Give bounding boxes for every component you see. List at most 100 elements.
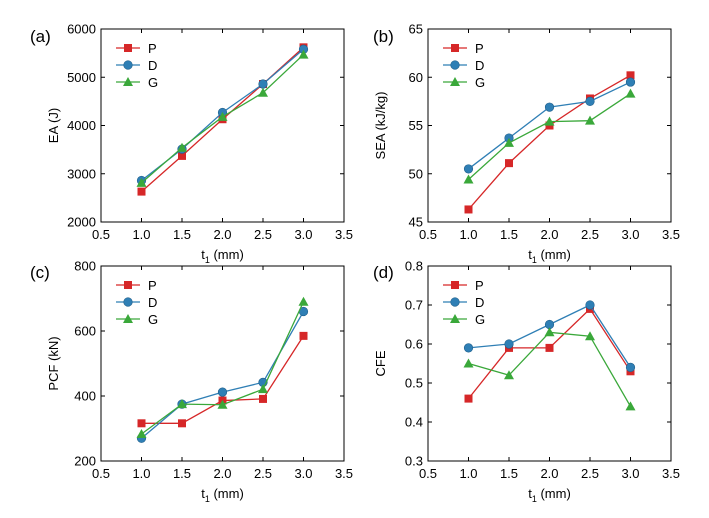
x-tick-label: 1.5 <box>500 227 518 242</box>
x-tick-label: 2.5 <box>254 227 272 242</box>
legend-marker-D <box>123 297 133 307</box>
data-point-G <box>504 137 514 147</box>
data-point-G <box>258 87 268 97</box>
series-line-G <box>468 331 632 407</box>
x-tick-label: 3.5 <box>662 227 680 242</box>
x-tick-label: 2.0 <box>213 466 231 481</box>
x-tick-label: 1.0 <box>459 466 477 481</box>
data-point-G <box>504 370 514 380</box>
x-axis-label: t1 (mm) <box>528 486 571 504</box>
x-tick-label: 0.5 <box>92 466 110 481</box>
x-tick-label: 3.5 <box>335 466 353 481</box>
x-tick-label: 1.0 <box>459 227 477 242</box>
y-tick-label: 50 <box>409 166 423 181</box>
y-axis-label: SEA (kJ/kg) <box>373 92 388 160</box>
data-point-G <box>544 327 555 337</box>
chart-panel-3: (d) 0.5 1.0 1.5 2.0 2.5 3.0 3.5 0.3 0.4 0.5 0.6 0.7 0… <box>373 259 680 505</box>
legend-marker-D <box>123 60 133 70</box>
plot-frame <box>100 265 345 462</box>
data-point-G <box>463 174 474 184</box>
data-point-D <box>217 387 228 397</box>
legend-label-G: G <box>475 75 485 90</box>
data-point-G <box>585 115 595 125</box>
y-tick-label: 3000 <box>67 166 96 181</box>
legend-label-P: P <box>148 41 157 56</box>
legend-label-D: D <box>475 58 484 73</box>
x-tick-label: 0.5 <box>92 227 110 242</box>
x-axis-label-subscript: 1 <box>532 255 537 265</box>
plot-frame <box>427 265 672 462</box>
legend-marker-D <box>450 297 460 307</box>
legend-label-G: G <box>148 75 158 90</box>
data-point-G <box>136 429 147 439</box>
legend-marker-P <box>124 281 132 289</box>
x-axis-label-subscript: 1 <box>205 494 210 504</box>
legend-label-D: D <box>475 295 484 310</box>
y-tick-label: 0.4 <box>405 415 423 430</box>
x-tick-label: 1.5 <box>173 227 191 242</box>
x-tick-label: 3.0 <box>621 227 639 242</box>
y-axis-label: CFE <box>373 350 388 376</box>
chart-panel-0: (a) 0.5 1.0 1.5 2.0 2.5 3.0 3.5 2000 3000 4000 5000… <box>30 22 353 266</box>
x-tick-label: 1.0 <box>132 466 150 481</box>
y-tick-label: 200 <box>74 454 96 469</box>
x-tick-label: 3.0 <box>621 466 639 481</box>
legend-label-D: D <box>148 295 157 310</box>
legend: PDG <box>116 278 158 327</box>
data-point-G <box>585 331 595 341</box>
data-point-G <box>217 111 228 121</box>
y-tick-label: 0.7 <box>405 298 423 313</box>
data-point-D <box>544 102 555 112</box>
data-point-G <box>258 384 268 394</box>
x-axis-label-unit: (mm) <box>537 486 571 501</box>
x-tick-label: 0.5 <box>419 227 437 242</box>
x-axis-label-main: t <box>528 247 532 262</box>
legend-marker-P <box>451 281 459 289</box>
y-tick-label: 6000 <box>67 22 96 37</box>
x-tick-label: 1.0 <box>132 227 150 242</box>
chart-panel-2: (c) 0.5 1.0 1.5 2.0 2.5 3.0 3.5 200 400 600 800 t1 (… <box>30 259 353 505</box>
x-tick-label: 2.5 <box>581 466 599 481</box>
data-point-G <box>544 116 555 126</box>
y-tick-label: 800 <box>74 259 96 274</box>
legend: PDG <box>443 278 485 327</box>
x-tick-label: 2.0 <box>540 466 558 481</box>
y-tick-label: 55 <box>409 118 423 133</box>
y-tick-label: 600 <box>74 324 96 339</box>
series-line-P <box>141 335 305 424</box>
legend-marker-G <box>123 77 133 86</box>
legend-label-G: G <box>148 312 158 327</box>
y-tick-label: 2000 <box>67 215 96 230</box>
x-axis-label: t1 (mm) <box>528 247 571 265</box>
x-axis-label-unit: (mm) <box>210 486 244 501</box>
x-axis-label-subscript: 1 <box>532 494 537 504</box>
data-point-D <box>463 164 474 174</box>
y-tick-label: 0.6 <box>405 337 423 352</box>
legend-marker-G <box>450 77 460 86</box>
x-tick-label: 2.0 <box>213 227 231 242</box>
legend-label-D: D <box>148 58 157 73</box>
x-axis-label-unit: (mm) <box>210 247 244 262</box>
panel-label: (d) <box>373 263 394 282</box>
x-tick-label: 2.5 <box>581 227 599 242</box>
data-point-G <box>625 401 636 411</box>
data-point-P <box>178 419 186 428</box>
series-line-G <box>141 301 305 435</box>
y-tick-label: 0.5 <box>405 376 423 391</box>
data-point-D <box>625 362 636 373</box>
data-point-G <box>136 177 147 187</box>
legend-marker-G <box>123 314 133 323</box>
y-tick-label: 4000 <box>67 118 96 133</box>
legend-marker-G <box>450 314 460 323</box>
y-tick-label: 45 <box>409 215 423 230</box>
y-tick-label: 400 <box>74 389 96 404</box>
legend-marker-P <box>124 44 132 52</box>
legend: PDG <box>116 41 158 90</box>
x-axis-label-subscript: 1 <box>205 255 210 265</box>
data-point-P <box>505 159 513 168</box>
data-point-P <box>626 71 635 80</box>
x-tick-label: 3.5 <box>335 227 353 242</box>
data-point-P <box>259 394 267 403</box>
data-point-P <box>545 343 554 352</box>
